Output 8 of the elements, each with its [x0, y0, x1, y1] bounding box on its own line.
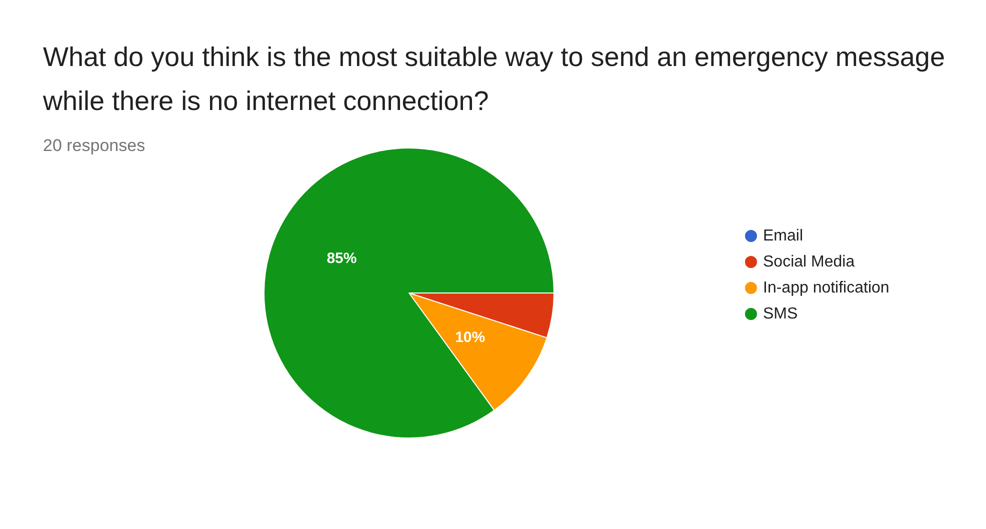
- text: 20 responses: [43, 136, 146, 155]
- data-label: 85%: [326, 250, 357, 268]
- legend-label: SMS: [763, 306, 798, 322]
- data-label: 10%: [455, 328, 486, 346]
- legend-label: Social Media: [763, 254, 855, 270]
- chart-title: What do you think is the most suitable way to send an emergency message while there is no internet connection?: [42, 42, 952, 116]
- legend-label: Email: [763, 228, 804, 244]
- legend-label: In-app notification: [763, 280, 890, 296]
